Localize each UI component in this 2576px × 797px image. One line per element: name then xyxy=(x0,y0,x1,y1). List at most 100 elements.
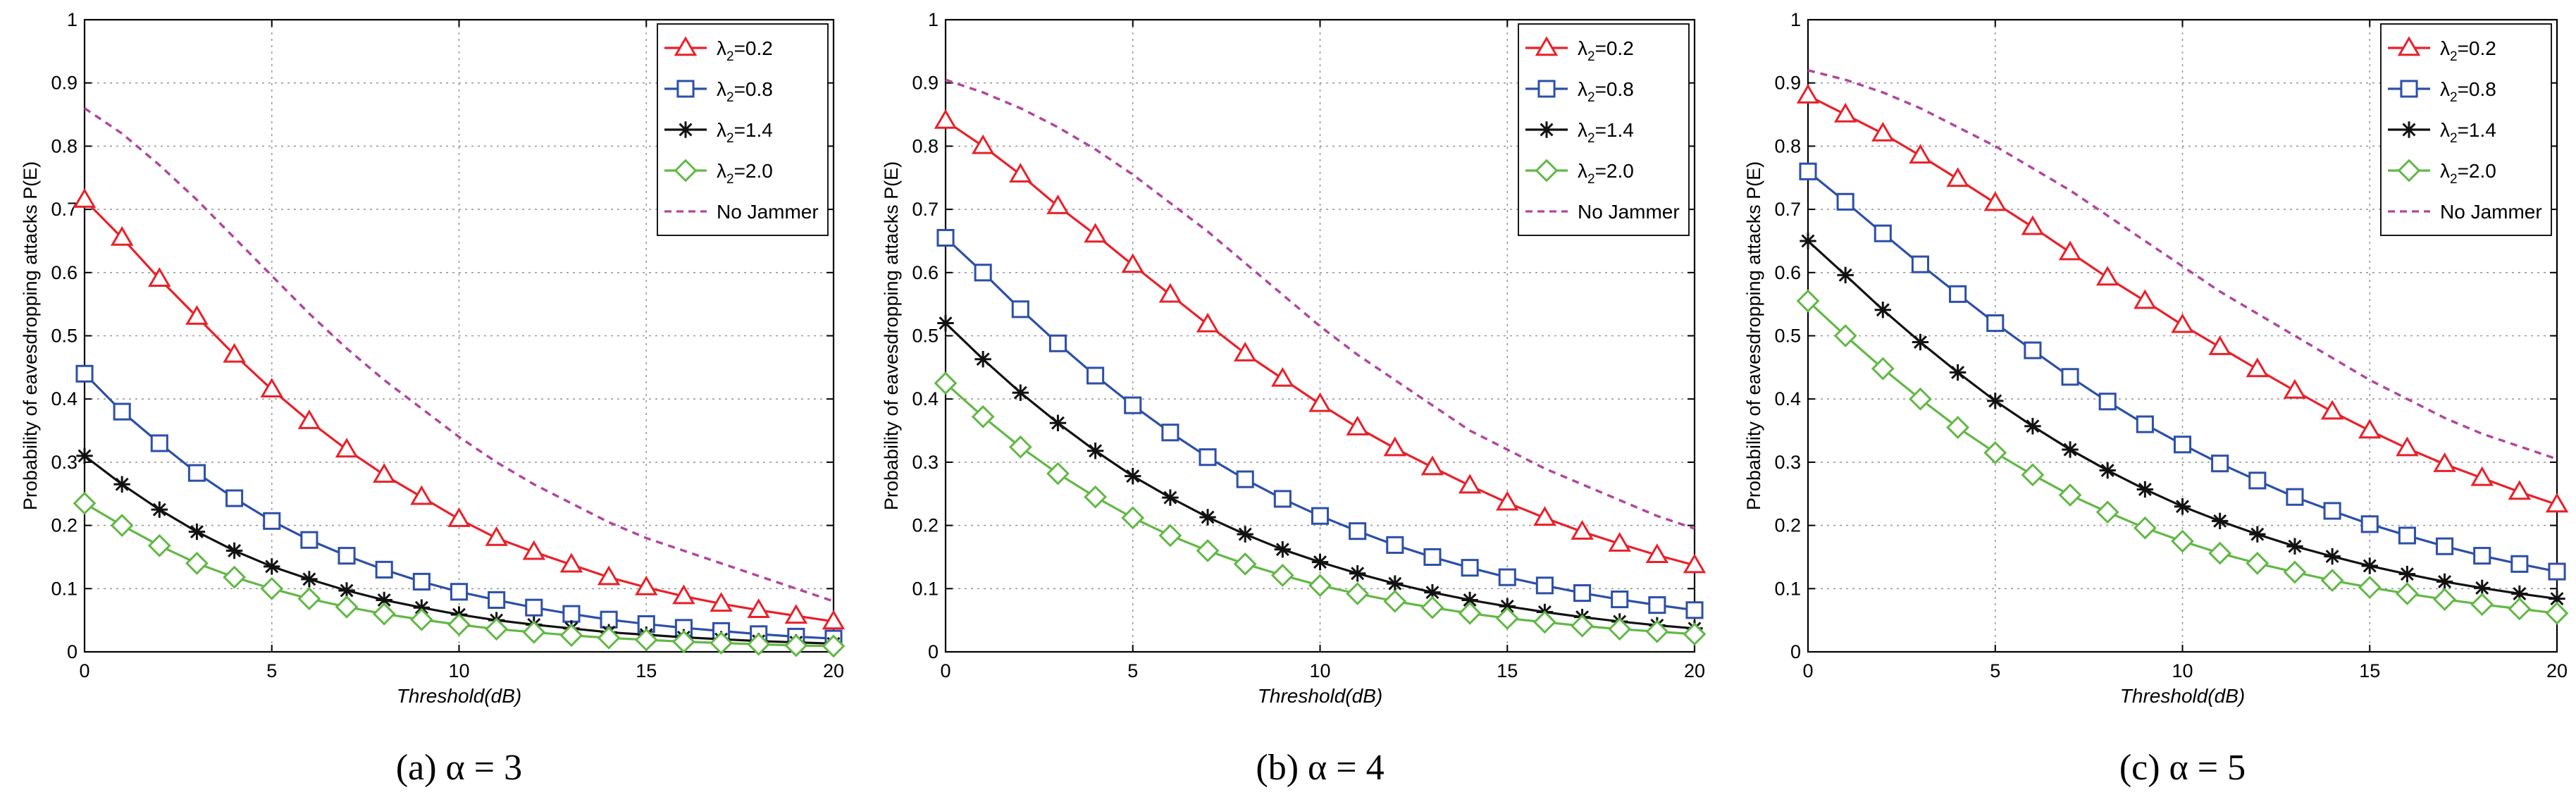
data-point xyxy=(1274,540,1292,558)
data-point xyxy=(2398,526,2416,545)
x-tick-label: 0 xyxy=(1802,660,1813,681)
data-point xyxy=(1236,470,1254,488)
data-point xyxy=(409,607,433,631)
data-point xyxy=(1273,490,1292,508)
data-point xyxy=(559,624,583,648)
data-point xyxy=(1912,333,1929,351)
data-point xyxy=(1271,366,1294,387)
data-point xyxy=(263,512,281,530)
data-point xyxy=(1311,553,1329,571)
data-point xyxy=(710,592,733,612)
series-no-jammer xyxy=(84,107,834,603)
data-point xyxy=(2021,215,2045,235)
y-tick-label: 0.9 xyxy=(912,73,939,94)
data-point xyxy=(1683,553,1707,574)
legend: λ2=0.2 λ2=0.8 λ2=1.4 λ2=2.0 No Jammer xyxy=(1518,23,1690,236)
data-point xyxy=(1386,536,1404,554)
data-point xyxy=(2436,573,2453,591)
data-point xyxy=(2249,526,2266,543)
series-line xyxy=(1807,69,2558,461)
data-point xyxy=(2136,415,2154,433)
series-lambda-0-8 xyxy=(936,228,1704,619)
data-point xyxy=(971,134,995,154)
y-axis-label: Probability of eavesdropping attacks P(E… xyxy=(881,161,902,510)
data-point xyxy=(1645,543,1669,564)
data-point xyxy=(1086,443,1104,459)
x-tick-label: 15 xyxy=(2359,660,2380,681)
x-tick-label: 10 xyxy=(448,660,469,681)
data-point xyxy=(1648,596,1666,614)
y-tick-label: 0.3 xyxy=(912,452,939,473)
data-point xyxy=(151,501,168,518)
x-tick-label: 5 xyxy=(1990,660,2000,681)
data-point xyxy=(1311,507,1330,525)
legend-entry: No Jammer xyxy=(664,201,819,223)
data-point xyxy=(1383,436,1407,457)
data-point xyxy=(1983,441,2007,464)
data-point xyxy=(1796,289,1820,313)
chart-panel-1: 0 5 10 15 20 0 0.1 0.2 0.3 0.4 0.5 0.6 0.7 0.8 0.9 1 Thr… xyxy=(20,9,846,788)
data-point xyxy=(2133,516,2157,540)
data-point xyxy=(1125,467,1141,485)
data-point xyxy=(2436,537,2454,555)
data-point xyxy=(1199,448,1217,467)
legend-marker xyxy=(1538,121,1555,138)
data-point xyxy=(372,463,396,483)
data-point xyxy=(447,613,471,636)
y-tick-label: 0.9 xyxy=(51,73,78,94)
data-point xyxy=(1986,314,2005,333)
data-point xyxy=(413,599,431,616)
data-point xyxy=(2320,400,2344,420)
data-point xyxy=(1308,392,1332,412)
data-point xyxy=(2473,547,2491,565)
series-lambda-0-8 xyxy=(75,364,843,648)
legend-label: λ2=0.8 xyxy=(717,78,773,105)
data-point xyxy=(2398,565,2416,583)
data-point xyxy=(2360,515,2379,533)
data-point xyxy=(1611,590,1629,609)
data-point xyxy=(937,314,954,332)
y-tick-label: 0 xyxy=(67,641,78,662)
data-point xyxy=(2323,502,2341,520)
data-point xyxy=(634,628,658,652)
data-point xyxy=(522,620,546,644)
legend-marker xyxy=(676,80,695,98)
x-tick-label: 20 xyxy=(2546,660,2568,681)
data-point xyxy=(1196,312,1220,333)
series-no-jammer xyxy=(1807,69,2558,461)
legend-label: λ2=0.2 xyxy=(1578,37,1634,64)
y-tick-label: 0.9 xyxy=(1774,73,1801,94)
data-point xyxy=(376,591,392,609)
data-point xyxy=(1009,163,1032,183)
data-point xyxy=(1498,568,1516,586)
data-point xyxy=(974,264,992,282)
y-tick-label: 1 xyxy=(928,9,939,30)
data-point xyxy=(223,565,247,589)
data-point xyxy=(2358,419,2382,439)
data-point xyxy=(1571,519,1594,540)
data-point xyxy=(335,438,359,458)
data-point xyxy=(1871,357,1895,381)
data-point xyxy=(559,552,583,573)
legend-entry: No Jammer xyxy=(1525,201,1680,223)
data-point xyxy=(974,350,991,368)
legend-entry: λ2=0.2 xyxy=(664,36,773,64)
data-point xyxy=(2058,240,2082,261)
legend-marker xyxy=(1535,159,1559,183)
data-point xyxy=(2099,462,2116,479)
legend-entry: λ2=1.4 xyxy=(2388,119,2496,146)
data-point xyxy=(2508,597,2532,621)
y-tick-label: 0.1 xyxy=(1774,578,1801,599)
legend-label: λ2=2.0 xyxy=(717,160,773,187)
data-point xyxy=(1946,416,1970,439)
data-point xyxy=(1046,194,1070,214)
data-point xyxy=(148,267,171,288)
data-point xyxy=(2283,378,2307,399)
data-point xyxy=(2470,466,2494,486)
data-point xyxy=(2208,541,2232,565)
legend-label: λ2=0.8 xyxy=(2440,78,2496,105)
y-tick-label: 0.2 xyxy=(912,515,939,536)
y-tick-label: 0.5 xyxy=(51,326,78,347)
data-point xyxy=(597,626,621,650)
